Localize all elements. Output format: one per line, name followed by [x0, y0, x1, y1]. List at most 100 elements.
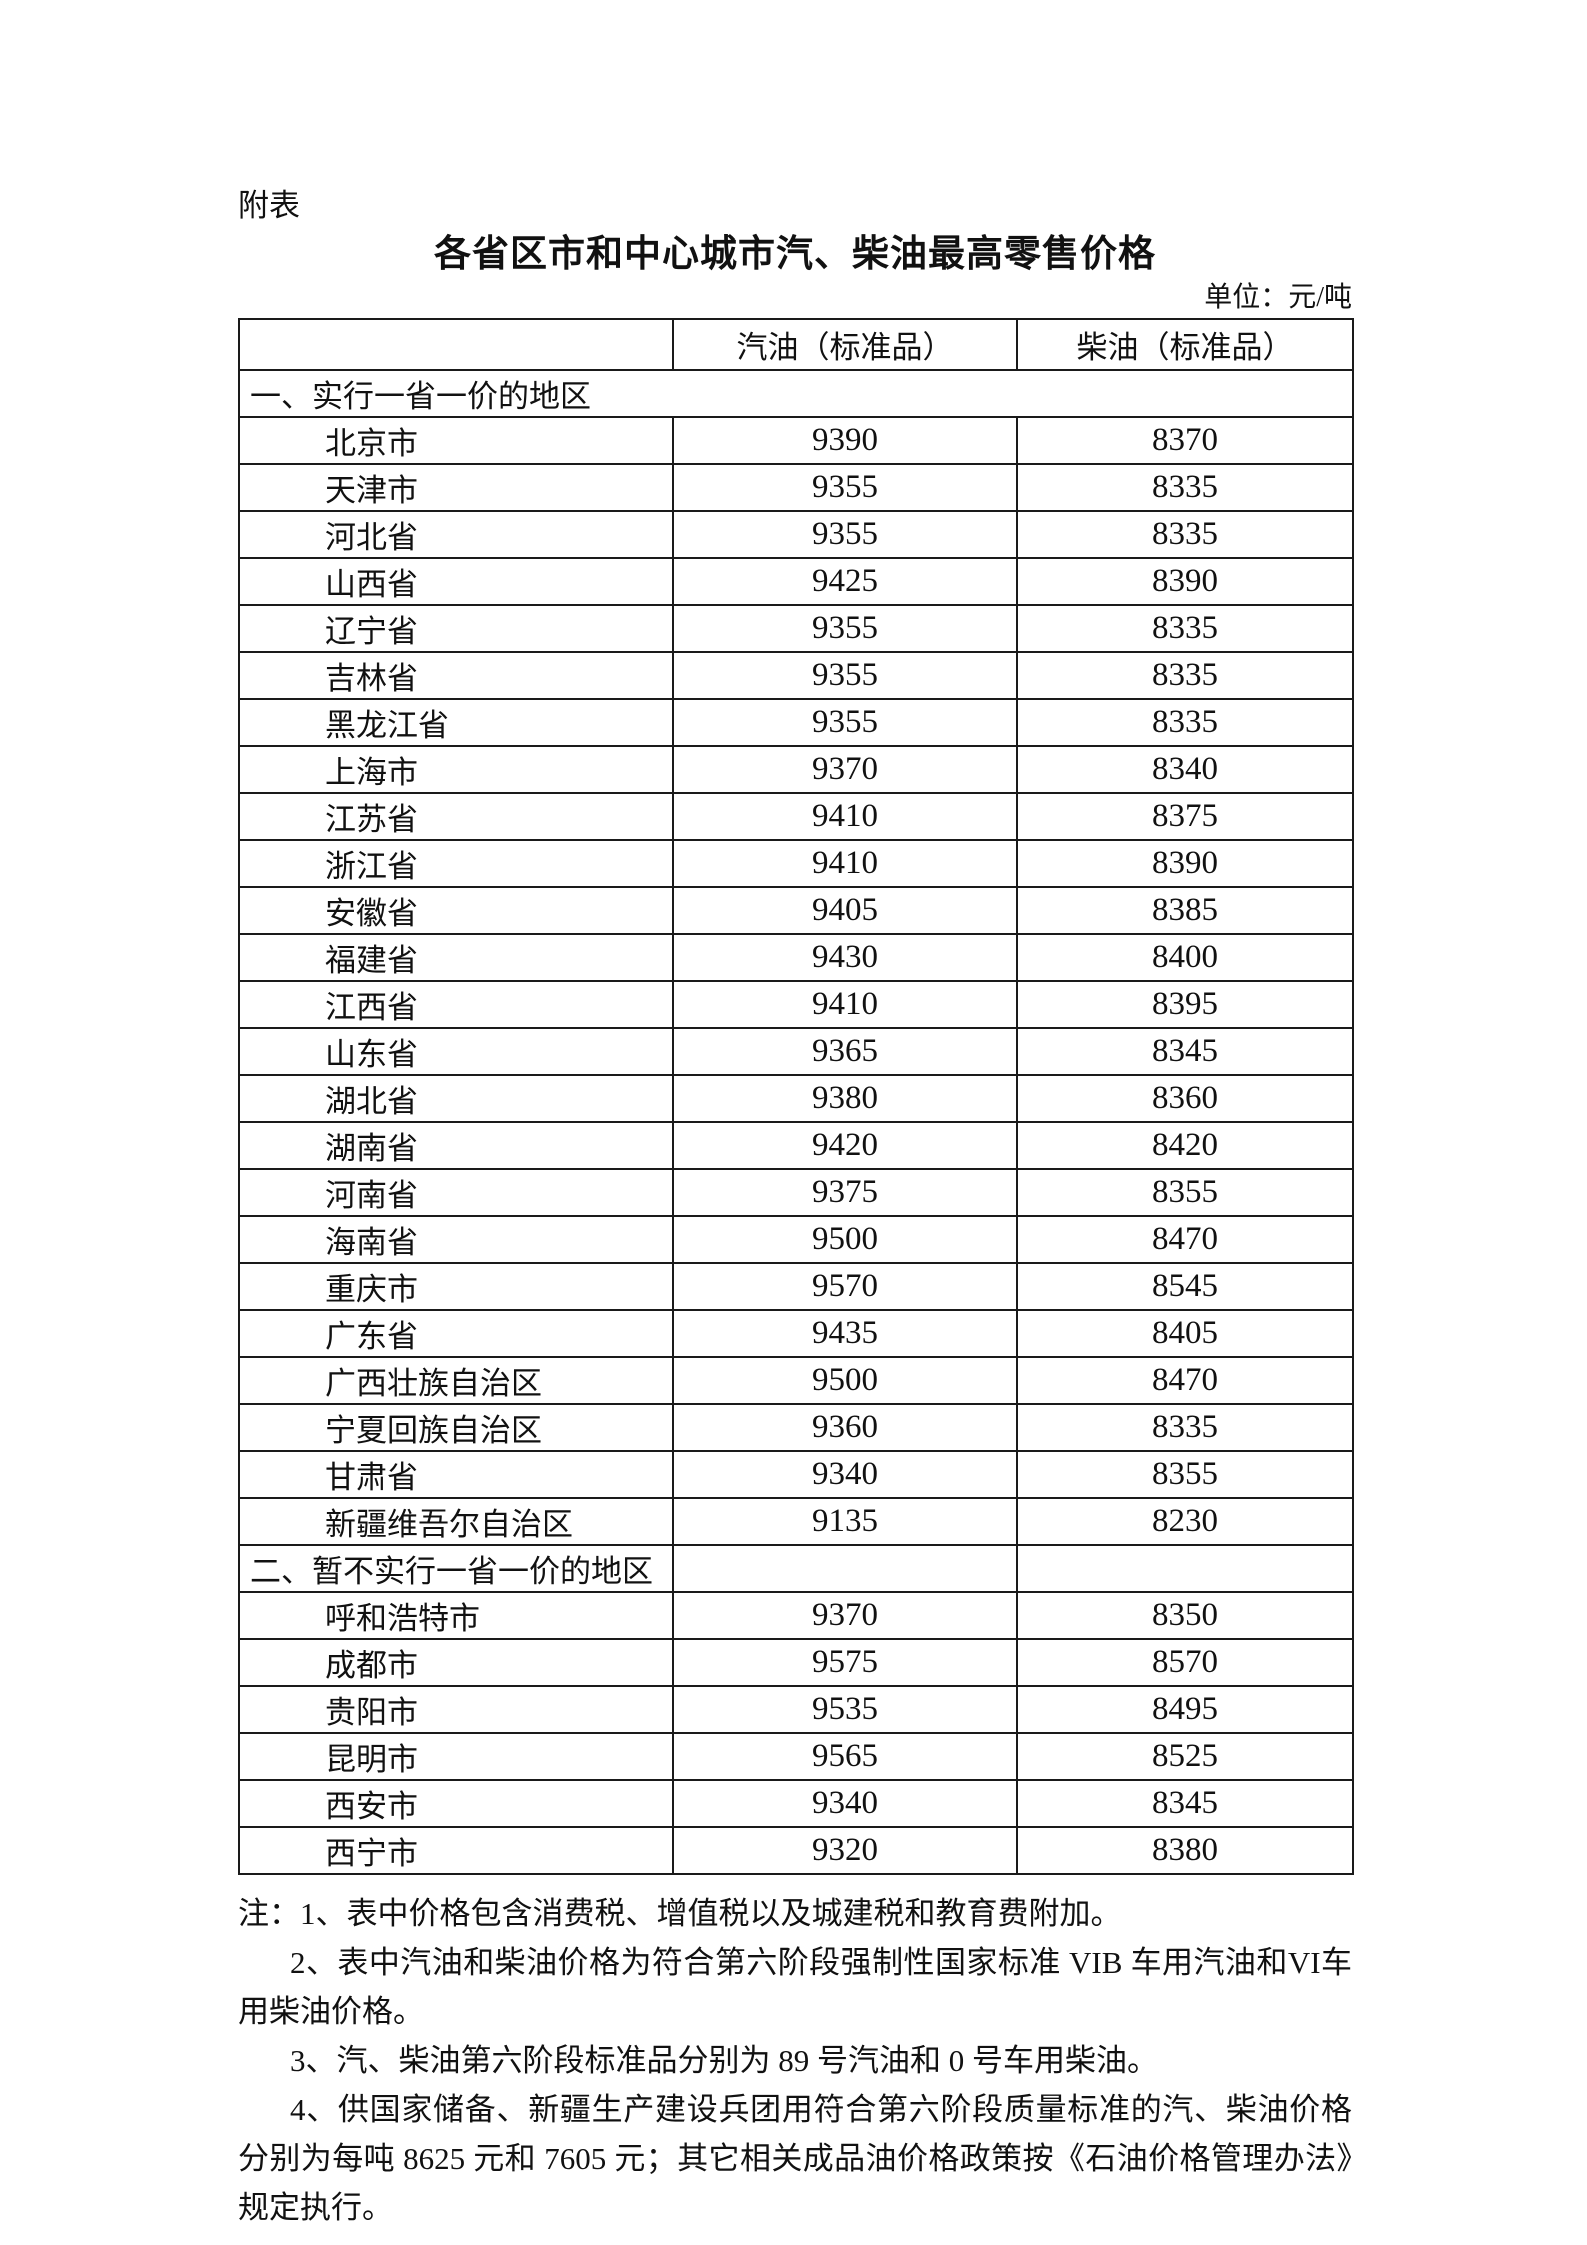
diesel-price-cell: 8380: [1016, 1826, 1354, 1875]
region-cell: 甘肃省: [238, 1450, 674, 1499]
price-row: 山东省 9365 8345: [238, 1027, 1354, 1076]
region-cell: 河北省: [238, 510, 674, 559]
diesel-price-cell: 8335: [1016, 698, 1354, 747]
price-row: 新疆维吾尔自治区 9135 8230: [238, 1497, 1354, 1546]
note-line: 4、供国家储备、新疆生产建设兵团用符合第六阶段质量标准的汽、柴油价格分别为每吨 …: [238, 2092, 1352, 2225]
table-header-row: 汽油（标准品） 柴油（标准品）: [238, 318, 1354, 371]
gasoline-price-cell: 9355: [672, 698, 1018, 747]
gasoline-price-cell: 9535: [672, 1685, 1018, 1734]
diesel-price-cell: 8545: [1016, 1262, 1354, 1311]
price-row: 西安市 9340 8345: [238, 1779, 1354, 1828]
region-cell: 贵阳市: [238, 1685, 674, 1734]
region-cell: 西安市: [238, 1779, 674, 1828]
diesel-price-cell: 8570: [1016, 1638, 1354, 1687]
price-row: 湖南省 9420 8420: [238, 1121, 1354, 1170]
price-row: 福建省 9430 8400: [238, 933, 1354, 982]
gasoline-price-cell: 9355: [672, 510, 1018, 559]
gasoline-price-cell: 9360: [672, 1403, 1018, 1452]
price-row: 湖北省 9380 8360: [238, 1074, 1354, 1123]
table-header: 汽油（标准品） 柴油（标准品）: [238, 318, 1354, 371]
gasoline-price-cell: 9435: [672, 1309, 1018, 1358]
gasoline-price-cell: 9370: [672, 745, 1018, 794]
gasoline-price-cell: 9410: [672, 839, 1018, 888]
region-cell: 昆明市: [238, 1732, 674, 1781]
price-row: 海南省 9500 8470: [238, 1215, 1354, 1264]
region-cell: 江苏省: [238, 792, 674, 841]
corner-header-cell: [238, 318, 674, 371]
diesel-price-cell: 8385: [1016, 886, 1354, 935]
region-cell: 福建省: [238, 933, 674, 982]
empty-cell: [1016, 1544, 1354, 1593]
diesel-price-cell: 8230: [1016, 1497, 1354, 1546]
gasoline-price-cell: 9570: [672, 1262, 1018, 1311]
diesel-price-cell: 8340: [1016, 745, 1354, 794]
gasoline-price-cell: 9420: [672, 1121, 1018, 1170]
appendix-label: 附表: [238, 188, 300, 223]
gasoline-price-cell: 9410: [672, 980, 1018, 1029]
section-heading: 二、暂不实行一省一价的地区: [238, 1544, 674, 1593]
gasoline-price-cell: 9355: [672, 651, 1018, 700]
diesel-price-cell: 8420: [1016, 1121, 1354, 1170]
region-cell: 呼和浩特市: [238, 1591, 674, 1640]
price-row: 西宁市 9320 8380: [238, 1826, 1354, 1875]
gasoline-price-cell: 9355: [672, 463, 1018, 512]
gasoline-price-cell: 9410: [672, 792, 1018, 841]
region-cell: 吉林省: [238, 651, 674, 700]
gasoline-price-cell: 9355: [672, 604, 1018, 653]
section-heading-row: 一、实行一省一价的地区: [238, 369, 1354, 418]
gasoline-price-cell: 9500: [672, 1215, 1018, 1264]
diesel-price-cell: 8355: [1016, 1450, 1354, 1499]
gasoline-price-cell: 9500: [672, 1356, 1018, 1405]
gasoline-price-cell: 9340: [672, 1779, 1018, 1828]
diesel-price-cell: 8390: [1016, 839, 1354, 888]
gasoline-price-cell: 9340: [672, 1450, 1018, 1499]
diesel-price-cell: 8495: [1016, 1685, 1354, 1734]
diesel-price-cell: 8395: [1016, 980, 1354, 1029]
region-cell: 广西壮族自治区: [238, 1356, 674, 1405]
diesel-price-cell: 8360: [1016, 1074, 1354, 1123]
gasoline-price-cell: 9135: [672, 1497, 1018, 1546]
price-row: 安徽省 9405 8385: [238, 886, 1354, 935]
region-cell: 广东省: [238, 1309, 674, 1358]
price-row: 甘肃省 9340 8355: [238, 1450, 1354, 1499]
region-cell: 黑龙江省: [238, 698, 674, 747]
gasoline-price-cell: 9390: [672, 416, 1018, 465]
gasoline-price-cell: 9370: [672, 1591, 1018, 1640]
diesel-column-header: 柴油（标准品）: [1016, 318, 1354, 371]
fuel-price-table: 汽油（标准品） 柴油（标准品） 一、实行一省一价的地区 北京市 9390 8370 天津…: [238, 318, 1354, 1875]
diesel-price-cell: 8375: [1016, 792, 1354, 841]
page-title: 各省区市和中心城市汽、柴油最高零售价格: [434, 234, 1156, 275]
price-row: 呼和浩特市 9370 8350: [238, 1591, 1354, 1640]
diesel-price-cell: 8345: [1016, 1779, 1354, 1828]
price-row: 宁夏回族自治区 9360 8335: [238, 1403, 1354, 1452]
note-line: 2、表中汽油和柴油价格为符合第六阶段强制性国家标准 VIB 车用汽油和VI车用柴…: [238, 1945, 1352, 2029]
gasoline-price-cell: 9565: [672, 1732, 1018, 1781]
diesel-price-cell: 8470: [1016, 1356, 1354, 1405]
document-content: 附表 各省区市和中心城市汽、柴油最高零售价格 单位：元/吨 汽油（标准品） 柴油…: [238, 0, 1354, 2232]
price-table-body: 一、实行一省一价的地区 北京市 9390 8370 天津市 9355 8335 河北省 9355…: [238, 369, 1354, 1875]
note-line: 3、汽、柴油第六阶段标准品分别为 89 号汽油和 0 号车用柴油。: [290, 2043, 1158, 2078]
section-heading-row: 二、暂不实行一省一价的地区: [238, 1544, 1354, 1593]
price-row: 江西省 9410 8395: [238, 980, 1354, 1029]
region-cell: 西宁市: [238, 1826, 674, 1875]
diesel-price-cell: 8405: [1016, 1309, 1354, 1358]
region-cell: 山西省: [238, 557, 674, 606]
region-cell: 北京市: [238, 416, 674, 465]
region-cell: 宁夏回族自治区: [238, 1403, 674, 1452]
price-row: 昆明市 9565 8525: [238, 1732, 1354, 1781]
diesel-price-cell: 8370: [1016, 416, 1354, 465]
gasoline-price-cell: 9425: [672, 557, 1018, 606]
region-cell: 新疆维吾尔自治区: [238, 1497, 674, 1546]
region-cell: 河南省: [238, 1168, 674, 1217]
region-cell: 重庆市: [238, 1262, 674, 1311]
diesel-price-cell: 8400: [1016, 933, 1354, 982]
diesel-price-cell: 8390: [1016, 557, 1354, 606]
diesel-price-cell: 8335: [1016, 651, 1354, 700]
region-cell: 天津市: [238, 463, 674, 512]
region-cell: 成都市: [238, 1638, 674, 1687]
price-row: 成都市 9575 8570: [238, 1638, 1354, 1687]
region-cell: 上海市: [238, 745, 674, 794]
price-row: 河北省 9355 8335: [238, 510, 1354, 559]
gasoline-price-cell: 9365: [672, 1027, 1018, 1076]
